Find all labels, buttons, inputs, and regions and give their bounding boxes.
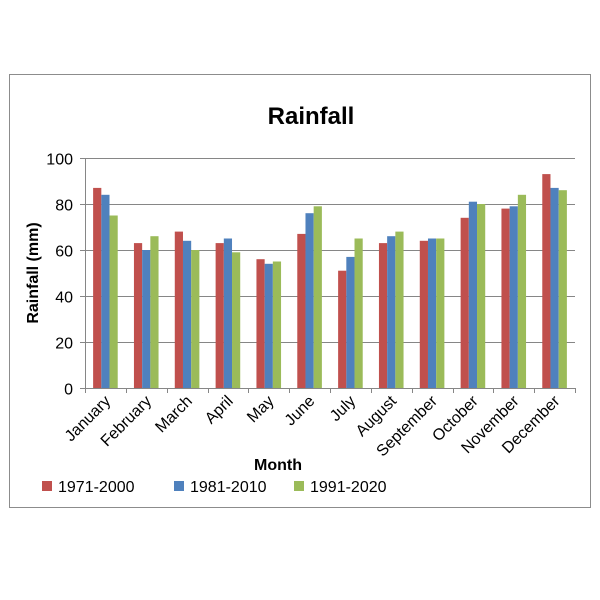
bar-1981-2010-September (427, 238, 437, 388)
bar-1981-2010-March (182, 240, 192, 388)
bar-1971-2000-November (501, 208, 510, 388)
bar-1971-2000-July (338, 270, 347, 388)
legend-swatch (42, 481, 52, 491)
bar-1971-2000-June (297, 233, 306, 388)
bar-1991-2020-December (558, 190, 567, 388)
bar-1981-2010-June (305, 213, 314, 388)
bar-1981-2010-January (101, 194, 110, 388)
legend-label: 1991-2020 (310, 479, 387, 496)
gridlines (85, 158, 575, 343)
bar-1971-2000-October (460, 217, 469, 388)
y-tick-label: 40 (55, 290, 73, 307)
legend: 1971-2000 1981-2010 1991-2020 (42, 479, 387, 496)
y-tick-label: 80 (55, 198, 73, 215)
bar-1981-2010-May (264, 263, 273, 388)
bar-1971-2000-August (378, 243, 388, 388)
bar-1971-2000-February (133, 243, 143, 388)
x-tick-label: June (282, 393, 319, 430)
bar-1991-2020-February (150, 236, 159, 388)
y-tick-label: 0 (64, 382, 73, 399)
bar-1981-2010-April (223, 238, 233, 388)
x-axis-title: Month (254, 457, 302, 474)
bar-1991-2020-August (395, 231, 404, 388)
bar-1991-2020-June (313, 206, 322, 388)
x-tick-label: March (152, 393, 195, 436)
x-tick-label: April (202, 393, 237, 428)
bar-1971-2000-September (419, 240, 428, 388)
x-tick-label: July (327, 393, 359, 425)
y-tick-label: 20 (55, 336, 73, 353)
y-tick-label: 100 (46, 152, 73, 169)
bar-1971-2000-January (93, 187, 102, 388)
bar-1981-2010-August (387, 236, 396, 388)
bar-1991-2020-April (232, 252, 241, 388)
bar-1981-2010-October (468, 201, 478, 388)
bar-1971-2000-December (542, 174, 551, 388)
legend-swatch (174, 481, 184, 491)
y-axis-ticks: 0 20 40 60 80 100 (46, 152, 85, 399)
y-axis-title: Rainfall (mm) (25, 222, 42, 323)
bar-1971-2000-May (256, 259, 265, 388)
bar-1981-2010-February (142, 250, 151, 388)
bar-1981-2010-July (346, 256, 355, 388)
legend-label: 1981-2010 (190, 479, 267, 496)
bar-1991-2020-September (436, 238, 445, 388)
bar-1991-2020-October (477, 204, 486, 388)
legend-swatch (294, 481, 304, 491)
bar-1981-2010-November (509, 206, 518, 388)
bar-1991-2020-January (109, 215, 118, 388)
y-tick-label: 60 (55, 244, 73, 261)
bar-1991-2020-July (354, 238, 363, 388)
bar-1971-2000-April (215, 243, 224, 388)
bars (93, 174, 567, 388)
bar-1981-2010-December (550, 187, 559, 388)
bar-1991-2020-March (191, 250, 200, 388)
bar-1971-2000-March (174, 231, 183, 388)
x-tick-label: May (244, 393, 277, 426)
bar-1991-2020-November (517, 194, 527, 388)
legend-label: 1971-2000 (58, 479, 135, 496)
chart-title: Rainfall (268, 103, 355, 130)
bar-1991-2020-May (272, 261, 282, 388)
